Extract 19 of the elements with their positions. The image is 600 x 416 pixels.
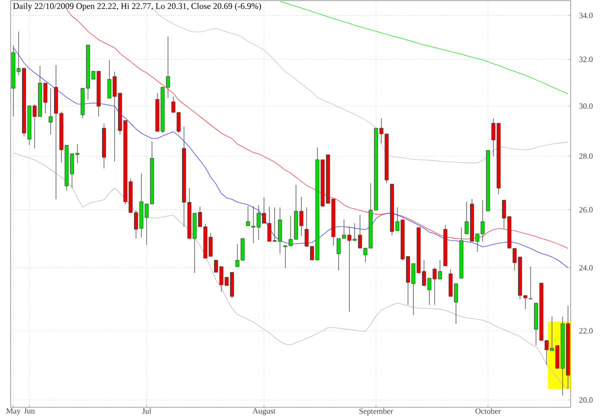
x-tick-label: September: [359, 408, 394, 416]
line-series: [13, 48, 568, 268]
x-tick-label: October: [475, 408, 501, 414]
y-tick-label: 24.0: [579, 265, 593, 271]
y-tick-label: 34.0: [579, 12, 593, 18]
x-tick-label: August: [252, 408, 276, 416]
candlestick: [528, 266, 533, 300]
y-tick-label: 22.0: [579, 328, 593, 334]
y-tick-label: 28.0: [579, 153, 593, 159]
chart-title: Daily 22/10/2009 Open 22.22, Hi 22.77, Lo 20.31, Close 20.69 (-6.9%): [13, 2, 261, 11]
y-tick-label: 32.0: [579, 56, 593, 62]
x-tick-label: May: [6, 408, 21, 416]
y-tick-label: 30.0: [579, 103, 593, 109]
y-tick-label: 20.0: [579, 397, 593, 403]
x-tick-label: Jul: [142, 408, 152, 414]
x-tick-label: Jun: [24, 408, 35, 414]
y-tick-label: 26.0: [579, 207, 593, 212]
candlestick: [48, 88, 53, 135]
candlestick: [246, 206, 250, 226]
